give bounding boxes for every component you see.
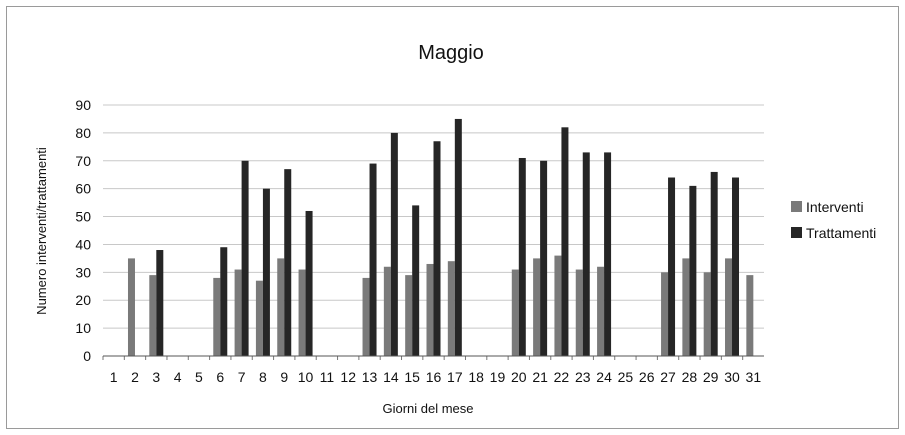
bar-trattamenti-day-21 bbox=[540, 160, 548, 356]
bar-trattamenti-day-7 bbox=[241, 160, 249, 356]
x-tick-label: 29 bbox=[703, 369, 719, 385]
y-axis-label: Numero interventi/trattamenti bbox=[34, 147, 49, 315]
x-tick-label: 5 bbox=[195, 369, 203, 385]
bar-interventi-day-21 bbox=[533, 258, 541, 356]
y-tick-label: 30 bbox=[75, 264, 91, 280]
bar-interventi-day-10 bbox=[298, 269, 306, 356]
bar-trattamenti-day-20 bbox=[518, 157, 526, 356]
bar-interventi-day-20 bbox=[511, 269, 519, 356]
x-tick-label: 24 bbox=[596, 369, 612, 385]
chart-frame bbox=[6, 6, 899, 429]
x-tick-label: 13 bbox=[362, 369, 378, 385]
y-tick-label: 50 bbox=[75, 209, 91, 225]
y-tick-label: 90 bbox=[75, 97, 91, 113]
y-tick-label: 0 bbox=[83, 348, 91, 364]
bar-interventi-day-29 bbox=[703, 272, 711, 356]
bar-trattamenti-day-23 bbox=[582, 152, 590, 356]
x-tick-label: 31 bbox=[746, 369, 762, 385]
x-tick-label: 1 bbox=[110, 369, 118, 385]
bar-interventi-day-8 bbox=[255, 280, 263, 356]
bar-trattamenti-day-29 bbox=[710, 171, 718, 356]
y-tick-label: 80 bbox=[75, 125, 91, 141]
bar-interventi-day-13 bbox=[362, 277, 370, 356]
bar-trattamenti-day-14 bbox=[390, 132, 398, 356]
y-tick-label: 20 bbox=[75, 292, 91, 308]
x-tick-label: 7 bbox=[238, 369, 246, 385]
chart-title: Maggio bbox=[418, 42, 484, 64]
x-tick-label: 25 bbox=[618, 369, 634, 385]
y-tick-labels: 0 10 20 30 40 50 60 70 80 90 bbox=[75, 97, 91, 364]
x-tick-label: 4 bbox=[174, 369, 182, 385]
bar-interventi-day-3 bbox=[149, 275, 157, 356]
bar-trattamenti-day-6 bbox=[220, 247, 228, 356]
bar-trattamenti-day-28 bbox=[689, 185, 697, 356]
bar-interventi-day-6 bbox=[213, 277, 221, 356]
x-tick-label: 15 bbox=[404, 369, 420, 385]
bar-trattamenti-day-16 bbox=[433, 141, 441, 356]
x-tick-label: 9 bbox=[280, 369, 288, 385]
bar-trattamenti-day-22 bbox=[561, 127, 569, 356]
x-tick-label: 30 bbox=[724, 369, 740, 385]
bar-trattamenti-day-3 bbox=[156, 250, 164, 356]
bar-interventi-day-22 bbox=[554, 255, 562, 356]
legend-label-interventi: Interventi bbox=[806, 199, 864, 215]
x-tick-label: 12 bbox=[340, 369, 356, 385]
bar-interventi-day-31 bbox=[746, 275, 754, 356]
bar-trattamenti-day-24 bbox=[604, 152, 612, 356]
y-tick-label: 10 bbox=[75, 320, 91, 336]
x-tick-label: 10 bbox=[298, 369, 314, 385]
bar-interventi-day-24 bbox=[597, 266, 605, 356]
x-tick-label: 27 bbox=[660, 369, 676, 385]
x-tick-label: 21 bbox=[532, 369, 548, 385]
bar-interventi-day-17 bbox=[447, 261, 455, 356]
bar-interventi-day-2 bbox=[127, 258, 135, 356]
bar-interventi-day-14 bbox=[383, 266, 391, 356]
x-tick-label: 28 bbox=[682, 369, 698, 385]
bar-trattamenti-day-27 bbox=[668, 177, 676, 356]
x-tick-label: 8 bbox=[259, 369, 267, 385]
x-tick-label: 26 bbox=[639, 369, 655, 385]
x-tick-label: 23 bbox=[575, 369, 591, 385]
x-tick-label: 18 bbox=[468, 369, 484, 385]
y-tick-label: 70 bbox=[75, 153, 91, 169]
x-tick-label: 20 bbox=[511, 369, 527, 385]
legend-label-trattamenti: Trattamenti bbox=[806, 225, 876, 241]
x-tick-label: 22 bbox=[554, 369, 570, 385]
bar-interventi-day-28 bbox=[682, 258, 690, 356]
x-tick-label: 14 bbox=[383, 369, 399, 385]
x-tick-label: 3 bbox=[152, 369, 160, 385]
bar-interventi-day-23 bbox=[575, 269, 583, 356]
bar-interventi-day-16 bbox=[426, 263, 434, 356]
x-tick-label: 2 bbox=[131, 369, 139, 385]
bars bbox=[127, 118, 754, 356]
y-tick-label: 60 bbox=[75, 181, 91, 197]
y-tick-label: 40 bbox=[75, 236, 91, 252]
x-tick-label: 6 bbox=[216, 369, 224, 385]
bar-interventi-day-7 bbox=[234, 269, 242, 356]
bar-trattamenti-day-10 bbox=[305, 210, 313, 356]
bar-trattamenti-day-9 bbox=[284, 169, 292, 356]
x-tick-label: 17 bbox=[447, 369, 463, 385]
x-tick-label: 19 bbox=[490, 369, 506, 385]
bar-interventi-day-15 bbox=[405, 275, 413, 356]
x-tick-label: 16 bbox=[426, 369, 442, 385]
x-tick-label: 11 bbox=[320, 369, 335, 385]
x-axis-label: Giorni del mese bbox=[382, 401, 473, 416]
bar-trattamenti-day-8 bbox=[262, 188, 270, 356]
legend-swatch-trattamenti bbox=[791, 227, 802, 238]
x-tick-labels: 1 2 3 4 5 6 7 8 9 10 11 12 13 14 15 16 17 18 19 20 21 22 23 24 2… bbox=[102, 356, 762, 385]
bar-interventi-day-9 bbox=[277, 258, 285, 356]
legend-swatch-interventi bbox=[791, 201, 802, 212]
legend: Interventi Trattamenti bbox=[791, 199, 876, 241]
bar-trattamenti-day-17 bbox=[454, 118, 462, 356]
bar-trattamenti-day-15 bbox=[412, 205, 420, 356]
bar-trattamenti-day-13 bbox=[369, 163, 377, 356]
bar-interventi-day-30 bbox=[725, 258, 733, 356]
bar-trattamenti-day-30 bbox=[732, 177, 740, 356]
bar-interventi-day-27 bbox=[661, 272, 669, 356]
